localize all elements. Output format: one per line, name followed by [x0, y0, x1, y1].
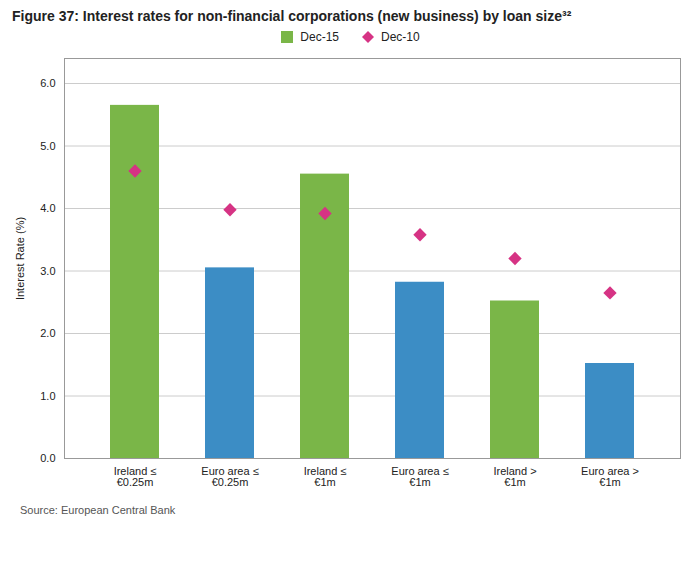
svg-text:2.0: 2.0 — [40, 327, 55, 339]
svg-text:4.0: 4.0 — [40, 202, 55, 214]
html-text:Dec-15: Dec-15 — [300, 29, 339, 44]
svg-text:Ireland >€1m: Ireland >€1m — [493, 465, 536, 488]
svg-text:Euro area ≤€1m: Euro area ≤€1m — [391, 465, 448, 488]
svg-text:0.0: 0.0 — [40, 452, 55, 464]
svg-text:3.0: 3.0 — [40, 264, 55, 276]
svg-text:1.0: 1.0 — [40, 389, 55, 401]
svg-text:Interest Rate (%): Interest Rate (%) — [14, 216, 26, 299]
svg-text:6.0: 6.0 — [40, 77, 55, 89]
svg-text:5.0: 5.0 — [40, 139, 55, 151]
svg-text:Ireland ≤€1m: Ireland ≤€1m — [304, 465, 347, 488]
svg-text:Euro area >€1m: Euro area >€1m — [581, 465, 639, 488]
html-text:Dec-10: Dec-10 — [381, 29, 420, 44]
svg-text:Euro area ≤€0.25m: Euro area ≤€0.25m — [201, 465, 258, 488]
html-text:Figure 37: Interest rates for: Figure 37: Interest rates for non-financ… — [12, 8, 572, 24]
svg-text:Ireland ≤€0.25m: Ireland ≤€0.25m — [114, 465, 157, 488]
html-text:Source: European Central Bank: Source: European Central Bank — [20, 503, 176, 516]
